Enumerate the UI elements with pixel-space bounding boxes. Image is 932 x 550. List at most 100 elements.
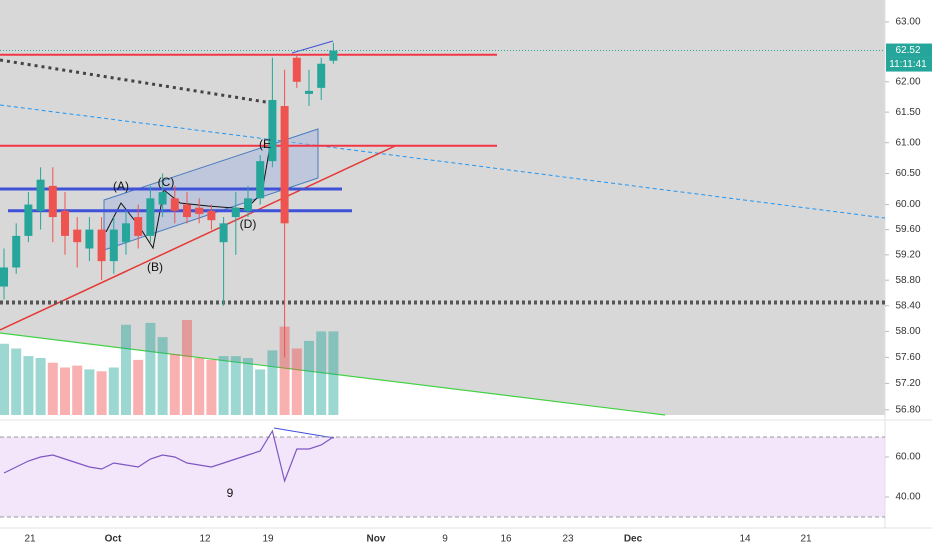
trend-line bbox=[0, 104, 886, 219]
volume-bar bbox=[291, 348, 302, 415]
volume-bar bbox=[218, 356, 229, 415]
candle-body bbox=[317, 63, 326, 88]
y-tick-label: 58.40 bbox=[895, 300, 920, 311]
candle-body bbox=[85, 229, 94, 249]
wave-label: (B) bbox=[147, 260, 163, 274]
volume-bar bbox=[47, 362, 58, 415]
candle-body bbox=[158, 192, 167, 205]
candle-body bbox=[97, 229, 106, 262]
y-tick-label: 60.00 bbox=[895, 199, 920, 210]
x-tick-label: 14 bbox=[739, 534, 751, 545]
volume-bar bbox=[230, 356, 241, 415]
volume-bar bbox=[316, 331, 327, 415]
x-tick-label: 19 bbox=[262, 534, 274, 545]
y-tick-label: 63.00 bbox=[895, 17, 920, 28]
candle-body bbox=[122, 223, 130, 243]
volume-bar bbox=[11, 348, 22, 415]
candle-body bbox=[207, 210, 216, 221]
candle-body bbox=[305, 90, 313, 94]
rsi-line bbox=[3, 429, 334, 484]
candle-body bbox=[24, 204, 33, 236]
wave-label: (C) bbox=[158, 175, 175, 189]
volume-bar bbox=[206, 359, 217, 415]
divergence-line bbox=[273, 427, 335, 439]
candle-body bbox=[36, 179, 45, 211]
x-tick-label: Dec bbox=[624, 534, 643, 545]
x-tick-label: 9 bbox=[442, 534, 448, 545]
x-tick-label: Nov bbox=[367, 534, 386, 545]
volume-bar bbox=[267, 350, 278, 415]
candle-body bbox=[0, 267, 8, 287]
rsi-tick-label: 40.00 bbox=[895, 492, 920, 503]
candle-body bbox=[280, 106, 289, 224]
volume-bar bbox=[328, 331, 339, 415]
y-tick-label: 59.60 bbox=[895, 224, 920, 235]
y-tick-label: 61.00 bbox=[895, 137, 920, 148]
y-tick-label: 58.80 bbox=[895, 275, 920, 286]
x-tick-label: 12 bbox=[199, 534, 211, 545]
candle-body bbox=[170, 198, 179, 211]
volume-bar bbox=[304, 340, 314, 415]
x-tick-label: 23 bbox=[562, 534, 574, 545]
candle-body bbox=[183, 204, 191, 218]
volume-bar bbox=[194, 358, 205, 415]
x-tick-label: 21 bbox=[800, 534, 812, 545]
volume-bar bbox=[23, 356, 34, 415]
rsi-tick-label: 60.00 bbox=[895, 452, 920, 463]
volume-bar bbox=[96, 371, 107, 415]
candle-body bbox=[48, 185, 57, 218]
volume-bar bbox=[121, 324, 131, 415]
volume-bar bbox=[35, 358, 46, 415]
trend-line bbox=[0, 332, 666, 416]
candle-body bbox=[231, 207, 240, 218]
last-price-badge bbox=[886, 43, 932, 58]
volume-bar bbox=[182, 320, 192, 415]
candle-body bbox=[244, 198, 252, 211]
candle-body bbox=[12, 235, 21, 268]
volume-bar bbox=[84, 369, 95, 415]
candle-body bbox=[268, 99, 277, 162]
volume-bar bbox=[72, 365, 83, 415]
divergence-line bbox=[291, 40, 334, 54]
y-tick-label: 57.20 bbox=[895, 378, 920, 389]
wave-label: (A) bbox=[113, 179, 129, 193]
volume-bar bbox=[279, 326, 290, 415]
volume-bar bbox=[60, 367, 70, 415]
wave bbox=[105, 145, 271, 250]
trend-line bbox=[0, 145, 396, 331]
volume-bar bbox=[108, 367, 119, 415]
y-tick-label: 59.20 bbox=[895, 249, 920, 260]
volume-bar bbox=[255, 369, 266, 415]
volume-bar bbox=[0, 343, 9, 415]
candle-body bbox=[219, 223, 228, 243]
volume-bar bbox=[169, 354, 180, 415]
y-tick-label: 62.00 bbox=[895, 76, 920, 87]
rsi-note: 9 bbox=[227, 486, 234, 500]
wave-label: (E bbox=[259, 137, 271, 151]
candle-body bbox=[195, 207, 204, 214]
countdown: 11:11:41 bbox=[889, 59, 927, 70]
candle-body bbox=[292, 57, 301, 82]
x-tick-label: 16 bbox=[500, 534, 512, 545]
candle-body bbox=[61, 210, 69, 236]
x-tick-label: 21 bbox=[24, 534, 36, 545]
candle-body bbox=[146, 198, 155, 236]
y-tick-label: 60.50 bbox=[895, 168, 920, 179]
candle-body bbox=[73, 229, 82, 243]
candle-body bbox=[256, 161, 265, 199]
volume-bar bbox=[243, 358, 253, 415]
wave-label: (D) bbox=[240, 217, 257, 231]
y-tick-label: 56.80 bbox=[895, 404, 920, 415]
y-tick-label: 58.00 bbox=[895, 326, 920, 337]
candle-body bbox=[329, 50, 338, 61]
rsi-band bbox=[0, 437, 885, 517]
last-price-label: 62.52 bbox=[895, 45, 920, 56]
candle-body bbox=[109, 229, 118, 262]
y-tick-label: 57.60 bbox=[895, 352, 920, 363]
volume-bar bbox=[133, 359, 144, 415]
y-tick-label: 61.50 bbox=[895, 107, 920, 118]
volume-bar bbox=[145, 322, 156, 415]
x-tick-label: Oct bbox=[105, 534, 122, 545]
volume-bar bbox=[157, 337, 168, 415]
